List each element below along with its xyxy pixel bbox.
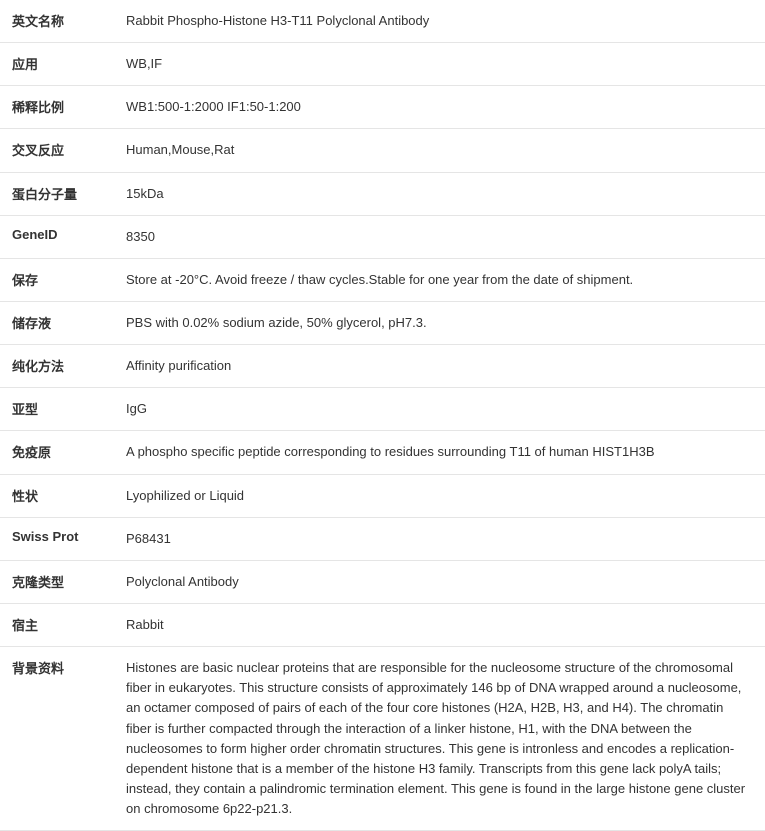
spec-label: 保存 [0, 258, 120, 301]
spec-value: Histones are basic nuclear proteins that… [120, 647, 765, 831]
spec-row: 纯化方法Affinity purification [0, 345, 765, 388]
spec-row: GeneID8350 [0, 215, 765, 258]
spec-value: WB1:500-1:2000 IF1:50-1:200 [120, 86, 765, 129]
spec-row: 储存液PBS with 0.02% sodium azide, 50% glyc… [0, 301, 765, 344]
spec-label: 蛋白分子量 [0, 172, 120, 215]
spec-value: IgG [120, 388, 765, 431]
spec-row: 交叉反应Human,Mouse,Rat [0, 129, 765, 172]
spec-label: 免疫原 [0, 431, 120, 474]
spec-label: 应用 [0, 43, 120, 86]
spec-label: 储存液 [0, 301, 120, 344]
spec-row: 克隆类型Polyclonal Antibody [0, 560, 765, 603]
spec-row: 背景资料Histones are basic nuclear proteins … [0, 647, 765, 831]
spec-value: Rabbit [120, 603, 765, 646]
spec-row: 性状Lyophilized or Liquid [0, 474, 765, 517]
spec-label: 背景资料 [0, 647, 120, 831]
spec-row: 亚型IgG [0, 388, 765, 431]
spec-label: 交叉反应 [0, 129, 120, 172]
spec-label: 纯化方法 [0, 345, 120, 388]
spec-row: 稀释比例WB1:500-1:2000 IF1:50-1:200 [0, 86, 765, 129]
spec-table: 英文名称Rabbit Phospho-Histone H3-T11 Polycl… [0, 0, 765, 831]
spec-row: 保存Store at -20°C. Avoid freeze / thaw cy… [0, 258, 765, 301]
spec-row: 蛋白分子量15kDa [0, 172, 765, 215]
spec-value: Lyophilized or Liquid [120, 474, 765, 517]
spec-row: 应用WB,IF [0, 43, 765, 86]
spec-value: A phospho specific peptide corresponding… [120, 431, 765, 474]
spec-value: Rabbit Phospho-Histone H3-T11 Polyclonal… [120, 0, 765, 43]
spec-label: 稀释比例 [0, 86, 120, 129]
spec-value: P68431 [120, 517, 765, 560]
spec-label: GeneID [0, 215, 120, 258]
spec-row: 宿主Rabbit [0, 603, 765, 646]
spec-label: 亚型 [0, 388, 120, 431]
spec-value: 8350 [120, 215, 765, 258]
spec-value: Store at -20°C. Avoid freeze / thaw cycl… [120, 258, 765, 301]
spec-label: 宿主 [0, 603, 120, 646]
spec-label: 性状 [0, 474, 120, 517]
spec-label: Swiss Prot [0, 517, 120, 560]
spec-value: Affinity purification [120, 345, 765, 388]
spec-value: 15kDa [120, 172, 765, 215]
spec-value: Human,Mouse,Rat [120, 129, 765, 172]
spec-value: PBS with 0.02% sodium azide, 50% glycero… [120, 301, 765, 344]
spec-label: 英文名称 [0, 0, 120, 43]
spec-row: 免疫原A phospho specific peptide correspond… [0, 431, 765, 474]
spec-row: Swiss ProtP68431 [0, 517, 765, 560]
spec-row: 英文名称Rabbit Phospho-Histone H3-T11 Polycl… [0, 0, 765, 43]
spec-value: Polyclonal Antibody [120, 560, 765, 603]
spec-table-body: 英文名称Rabbit Phospho-Histone H3-T11 Polycl… [0, 0, 765, 831]
spec-value: WB,IF [120, 43, 765, 86]
spec-label: 克隆类型 [0, 560, 120, 603]
